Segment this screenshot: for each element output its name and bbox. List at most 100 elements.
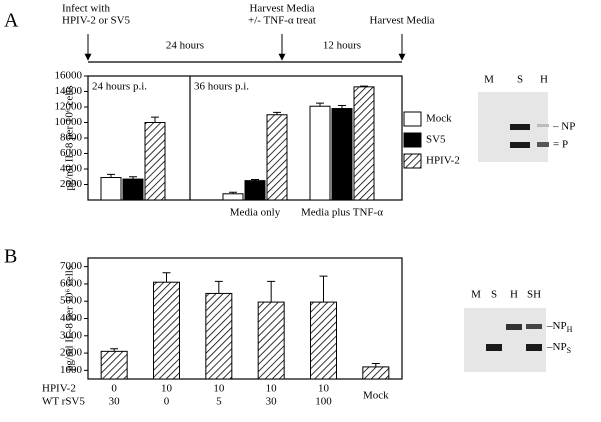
x-tick-label: 10: [213, 383, 225, 395]
band-label: –NPH: [546, 320, 573, 334]
lane-label: SH: [527, 289, 541, 301]
bar: [205, 292, 233, 380]
x-tick-label: 0: [164, 396, 170, 408]
lane-label: S: [491, 289, 497, 301]
bar: [353, 86, 375, 201]
y-tick-label: 6000: [60, 277, 83, 289]
y-tick-label: 1000: [60, 364, 83, 376]
gel-band: [526, 324, 542, 329]
x-tick-label: 0: [111, 383, 117, 395]
bar: [331, 108, 353, 201]
error-bar: [107, 173, 115, 178]
error-bar: [151, 116, 159, 123]
error-bar: [267, 280, 276, 303]
bar: [309, 105, 331, 201]
x-tick-label: Media plus TNF-α: [301, 207, 383, 219]
y-tick-label: 2000: [60, 178, 83, 190]
lane-label: H: [510, 289, 518, 301]
bar: [266, 114, 288, 201]
gel-band: [510, 124, 530, 130]
interval-label: 12 hours: [323, 40, 361, 52]
y-tick-label: 2000: [60, 347, 83, 359]
y-tick-label: 7000: [60, 260, 83, 272]
panel-label: B: [4, 246, 17, 268]
error-bar: [214, 280, 223, 294]
error-bar: [371, 362, 380, 367]
annotation: 36 hours p.i.: [194, 81, 249, 93]
band-label: –NPS: [546, 341, 571, 355]
event-label: +/- TNF-α treat: [248, 15, 316, 27]
y-axis-label: pg/ml IL-8 per 10⁶ cells: [64, 85, 76, 190]
band-label: = P: [553, 139, 568, 151]
error-bar: [129, 176, 137, 180]
gel-band: [510, 142, 530, 148]
band-text: –NP: [546, 320, 567, 332]
x-row-name: HPIV-2: [42, 383, 76, 395]
bar: [257, 301, 285, 380]
y-tick-label: 10000: [55, 116, 83, 128]
lane-label: M: [484, 74, 494, 86]
event-label: Infect with: [62, 3, 110, 15]
bar: [100, 177, 122, 201]
y-tick-label: 16000: [55, 70, 83, 82]
legend-swatch: [403, 132, 422, 148]
gel-band: [537, 124, 549, 127]
x-tick-label: 5: [216, 396, 222, 408]
bar: [100, 350, 128, 380]
band-subscript: S: [567, 346, 571, 355]
annotation: 24 hours p.i.: [92, 81, 147, 93]
gel-band: [486, 344, 502, 351]
error-bar: [251, 178, 259, 181]
gel-band: [537, 142, 549, 147]
x-tick-label: Media only: [230, 207, 281, 219]
event-label: Harvest Media: [369, 15, 434, 27]
y-tick-label: 12000: [55, 101, 83, 113]
event-label: HPIV-2 or SV5: [62, 15, 131, 27]
bar: [362, 366, 390, 380]
bar: [153, 281, 180, 380]
bar: [310, 301, 337, 380]
error-bar: [162, 272, 171, 283]
panel-label: A: [4, 10, 19, 32]
event-label: Harvest Media: [249, 3, 314, 15]
gel-band: [526, 344, 542, 351]
error-bar: [229, 191, 237, 194]
error-bar: [273, 111, 281, 115]
x-tick-label: 10: [161, 383, 173, 395]
bar: [144, 122, 166, 201]
lane-label: S: [517, 74, 523, 86]
legend-swatch: [403, 111, 422, 127]
error-bar: [319, 275, 328, 303]
legend-swatch: [403, 153, 422, 169]
y-tick-label: 14000: [55, 85, 83, 97]
x-tick-label: 10: [318, 383, 330, 395]
error-bar: [316, 102, 324, 107]
error-bar: [338, 104, 346, 109]
x-tick-label: 30: [109, 396, 121, 408]
y-tick-label: 4000: [60, 312, 83, 324]
y-tick-label: 4000: [60, 163, 83, 175]
bar: [244, 180, 266, 201]
error-bar: [360, 85, 368, 87]
legend-label: Mock: [426, 113, 452, 125]
band-label: – NP: [552, 121, 575, 133]
y-axis-label: pg/ml IL-8 per 10⁶ cells: [64, 266, 76, 371]
bar: [122, 178, 144, 201]
error-bar: [110, 348, 119, 352]
legend-label: SV5: [426, 134, 446, 146]
x-tick-label: 10: [266, 383, 278, 395]
x-tick-label: 100: [315, 396, 332, 408]
lane-label: H: [540, 74, 548, 86]
gel-image: [464, 308, 546, 372]
band-text: –NP: [546, 341, 567, 353]
gel-band: [506, 324, 522, 330]
lane-label: M: [471, 289, 481, 301]
y-tick-label: 3000: [60, 329, 83, 341]
y-tick-label: 5000: [60, 295, 83, 307]
interval-label: 24 hours: [166, 40, 204, 52]
y-tick-label: 6000: [60, 147, 83, 159]
band-subscript: H: [567, 325, 573, 334]
legend-label: HPIV-2: [426, 155, 460, 167]
x-tick-label: 30: [266, 396, 278, 408]
